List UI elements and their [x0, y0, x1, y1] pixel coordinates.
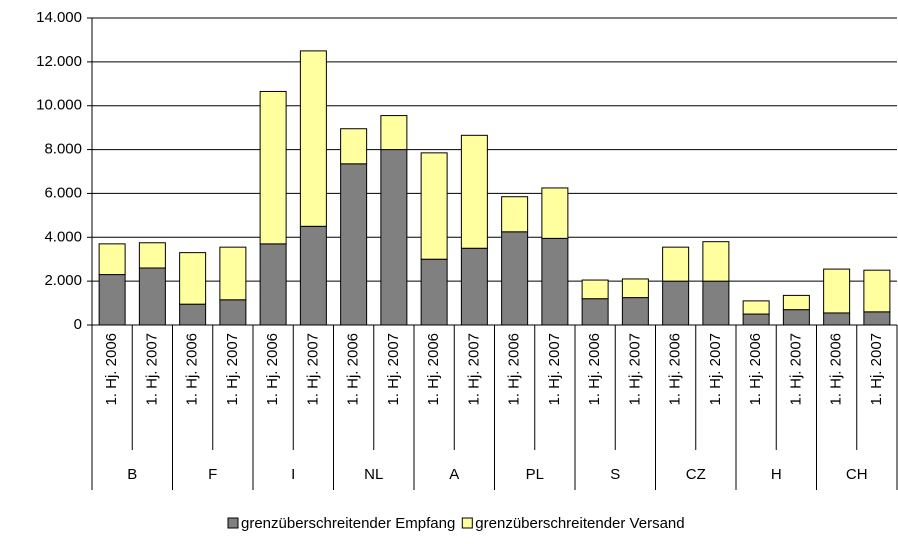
x-tick-label: 1. Hj. 2006	[425, 333, 442, 406]
bar-segment	[541, 187, 569, 239]
x-tick-label: 1. Hj. 2007	[868, 333, 885, 406]
group-label: I	[291, 466, 295, 483]
bar-segment	[662, 280, 690, 326]
bar-segment	[138, 267, 166, 326]
y-tick-label: 0	[74, 316, 82, 333]
bar-segment	[420, 152, 448, 260]
x-tick-label: 1. Hj. 2006	[828, 333, 845, 406]
group-label: NL	[364, 466, 383, 483]
group-label: CZ	[686, 466, 706, 483]
legend-label: grenzüberschreitender Empfang	[241, 515, 455, 532]
bar-segment	[581, 279, 609, 300]
y-tick-label: 4.000	[44, 228, 82, 245]
x-tick-label: 1. Hj. 2006	[103, 333, 120, 406]
bar-segment	[702, 241, 730, 282]
y-tick-label: 10.000	[36, 97, 82, 114]
bar-segment	[501, 231, 529, 326]
x-tick-label: 1. Hj. 2007	[143, 333, 160, 406]
x-tick-label: 1. Hj. 2006	[345, 333, 362, 406]
bar-segment	[299, 50, 327, 227]
group-label: A	[449, 466, 459, 483]
bar-segment	[662, 246, 690, 282]
x-tick-label: 1. Hj. 2006	[264, 333, 281, 406]
bar-segment	[259, 90, 287, 245]
x-tick-label: 1. Hj. 2007	[546, 333, 563, 406]
x-tick-label: 1. Hj. 2007	[626, 333, 643, 406]
bar-segment	[581, 298, 609, 326]
bar-segment	[179, 303, 207, 326]
bar-segment	[742, 300, 770, 315]
group-label: CH	[846, 466, 868, 483]
bar-segment	[702, 280, 730, 326]
x-tick-label: 1. Hj. 2007	[385, 333, 402, 406]
x-tick-label: 1. Hj. 2007	[707, 333, 724, 406]
bar-segment	[501, 196, 529, 233]
group-label: B	[127, 466, 137, 483]
group-label: PL	[526, 466, 544, 483]
group-label: S	[610, 466, 620, 483]
bar-segment	[98, 274, 126, 326]
x-tick-label: 1. Hj. 2006	[184, 333, 201, 406]
bar-segment	[782, 294, 810, 311]
bar-segment	[742, 313, 770, 326]
y-tick-label: 14.000	[36, 9, 82, 26]
x-tick-label: 1. Hj. 2006	[667, 333, 684, 406]
bar-segment	[863, 269, 891, 313]
legend-swatch	[227, 517, 239, 529]
bar-segment	[460, 134, 488, 249]
bar-segment	[420, 258, 448, 326]
bar-segment	[219, 299, 247, 326]
x-tick-label: 1. Hj. 2007	[224, 333, 241, 406]
legend-label: grenzüberschreitender Versand	[475, 515, 684, 532]
y-tick-label: 2.000	[44, 272, 82, 289]
bar-segment	[863, 311, 891, 326]
bar-segment	[460, 247, 488, 326]
x-tick-label: 1. Hj. 2006	[506, 333, 523, 406]
x-tick-label: 1. Hj. 2007	[304, 333, 321, 406]
group-label: H	[771, 466, 782, 483]
legend-swatch	[461, 517, 473, 529]
y-tick-label: 6.000	[44, 184, 82, 201]
bar-segment	[823, 268, 851, 314]
y-tick-label: 8.000	[44, 141, 82, 158]
y-tick-label: 12.000	[36, 53, 82, 70]
bar-segment	[380, 149, 408, 326]
group-label: F	[208, 466, 217, 483]
bar-segment	[380, 115, 408, 151]
bar-segment	[621, 278, 649, 299]
bar-segment	[340, 128, 368, 165]
bar-segment	[138, 242, 166, 269]
bar-segment	[823, 312, 851, 326]
bar-segment	[219, 246, 247, 301]
bar-segment	[782, 309, 810, 326]
bar-segment	[541, 237, 569, 326]
x-tick-label: 1. Hj. 2006	[747, 333, 764, 406]
x-tick-label: 1. Hj. 2007	[787, 333, 804, 406]
bar-segment	[299, 225, 327, 326]
bar-segment	[259, 243, 287, 326]
x-tick-label: 1. Hj. 2006	[586, 333, 603, 406]
x-tick-label: 1. Hj. 2007	[465, 333, 482, 406]
bar-segment	[621, 297, 649, 326]
bar-segment	[179, 252, 207, 305]
bar-segment	[340, 163, 368, 326]
bar-segment	[98, 243, 126, 276]
